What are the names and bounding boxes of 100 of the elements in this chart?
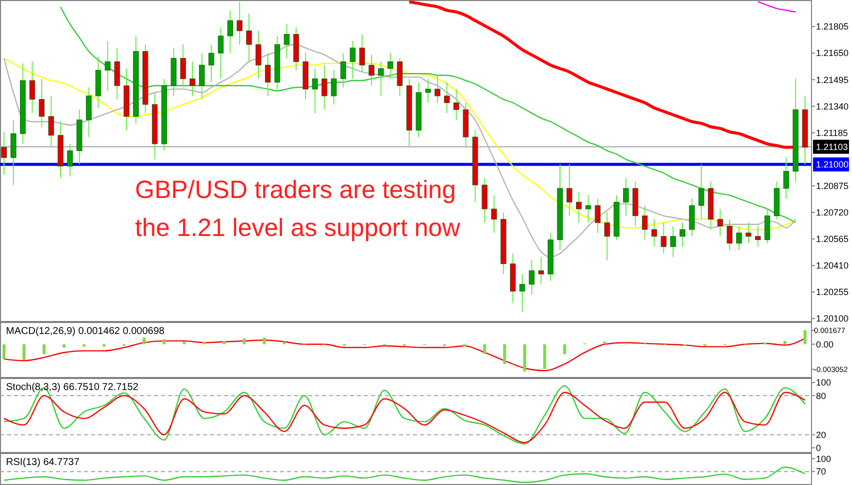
candlestick	[284, 23, 290, 59]
candlestick	[425, 78, 431, 104]
candlestick	[104, 40, 110, 92]
candlestick	[538, 256, 544, 285]
candlestick	[29, 61, 36, 114]
candlestick	[388, 52, 394, 80]
y-tick-label: 1.20255	[816, 287, 849, 298]
candlestick	[208, 44, 214, 83]
candlestick	[726, 218, 732, 251]
candlestick	[227, 10, 234, 54]
candlestick	[623, 178, 629, 216]
y-tick-label: 1.21495	[816, 74, 849, 85]
y-tick-label: 20	[816, 430, 826, 440]
y-tick-label: 1.21340	[816, 101, 849, 112]
candlestick	[434, 74, 440, 104]
candlestick	[114, 47, 120, 100]
line-series	[3, 338, 806, 372]
candlestick	[783, 157, 789, 200]
bar	[503, 344, 506, 364]
bar	[22, 344, 26, 360]
bar	[262, 338, 266, 344]
candlestick	[482, 178, 488, 224]
y-tick-label: 1.21650	[816, 48, 849, 58]
ref-line-label: 1.21000	[816, 160, 849, 170]
y-tick-label: 0	[816, 442, 822, 453]
bar	[543, 344, 546, 369]
candlestick	[642, 205, 648, 240]
bar	[242, 338, 246, 344]
bar	[142, 338, 146, 344]
candlestick	[180, 44, 186, 88]
candlestick	[350, 40, 356, 80]
y-tick-label: 70	[816, 466, 826, 477]
candlestick	[755, 226, 761, 248]
candlestick	[453, 88, 460, 120]
y-tick-label: 1.20565	[816, 234, 849, 244]
bar	[563, 344, 566, 354]
bar	[483, 344, 486, 354]
candlestick	[736, 226, 742, 251]
candlestick	[312, 68, 318, 114]
candlestick	[218, 26, 224, 80]
candlestick	[396, 58, 403, 96]
candlestick	[246, 13, 252, 62]
candlestick	[604, 212, 610, 261]
line-series	[3, 466, 806, 484]
candlestick	[698, 164, 704, 220]
candlestick	[322, 64, 328, 110]
y-tick-label: 1.21805	[816, 22, 849, 32]
candlestick	[717, 208, 724, 237]
candlestick	[359, 34, 365, 72]
candlestick	[670, 226, 676, 258]
y-tick-label: 1.20100	[816, 314, 849, 324]
candlestick	[594, 198, 601, 234]
annotation: the 1.21 level as support now	[135, 214, 462, 242]
candlestick	[651, 218, 658, 248]
candlestick	[566, 164, 572, 216]
candlestick	[491, 194, 497, 234]
annotation: GBP/USD traders are testing	[135, 176, 456, 204]
candlestick	[199, 52, 205, 100]
bar	[463, 344, 466, 347]
candlestick	[38, 78, 45, 128]
ref-line-label: 1.21103	[816, 142, 848, 152]
candlestick	[746, 222, 752, 244]
bar	[523, 344, 526, 372]
candlestick	[528, 260, 535, 296]
candlestick	[368, 54, 374, 86]
y-tick-label: 0.00	[816, 339, 834, 350]
candlestick	[764, 208, 770, 244]
bar	[2, 344, 6, 360]
bar	[82, 344, 86, 347]
candlestick	[689, 198, 695, 237]
candlestick	[330, 70, 337, 105]
bar	[804, 330, 806, 344]
bar	[222, 340, 226, 344]
candlestick	[48, 95, 54, 148]
candlestick	[256, 30, 262, 80]
y-tick-label: 1.20720	[816, 208, 849, 218]
candlestick	[378, 61, 384, 96]
chart-title: RSI(13) 64.7737	[6, 457, 80, 468]
candlestick	[265, 52, 271, 96]
y-tick-label: 80	[816, 390, 826, 401]
candlestick	[585, 194, 592, 224]
candlestick	[67, 143, 73, 177]
candlestick	[680, 222, 686, 248]
candlestick	[340, 52, 346, 88]
candlestick	[236, 1, 242, 46]
line-series	[3, 44, 796, 258]
candlestick	[519, 274, 526, 312]
candlestick	[190, 61, 196, 96]
candlestick	[10, 119, 16, 186]
chart-title: MACD(12,26,9) 0.001462 0.000698	[6, 326, 165, 337]
bar	[62, 344, 66, 348]
candlestick	[86, 86, 92, 138]
candlestick	[1, 131, 7, 176]
y-tick-label: 1.21185	[816, 128, 848, 138]
candlestick	[576, 191, 582, 224]
bar	[42, 344, 46, 354]
y-tick-label: 100	[816, 378, 832, 388]
bar	[102, 344, 106, 347]
chart-title: Stoch(8,3,3) 66.7510 72.7152	[6, 382, 139, 393]
y-tick-label: 1.20410	[816, 260, 849, 271]
